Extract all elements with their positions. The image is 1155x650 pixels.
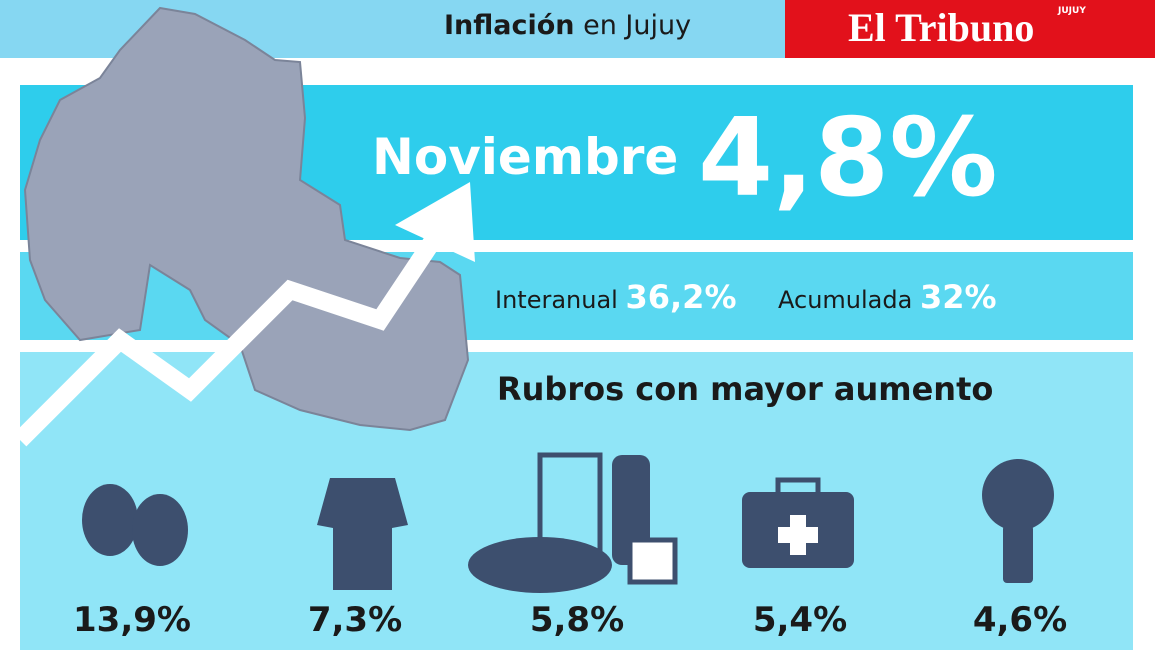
- interanual-value: 36,2%: [625, 278, 737, 316]
- cup-icon: [627, 537, 678, 585]
- medkit-handle: [775, 477, 821, 499]
- trend-arrow: [13, 210, 458, 447]
- icons: [82, 452, 1054, 593]
- mask-icon: [82, 484, 138, 556]
- rubro-value: 7,3%: [307, 600, 403, 640]
- title-rest: en Jujuy: [583, 10, 692, 41]
- rubro-value: 4,6%: [972, 600, 1068, 640]
- interanual-label: Interanual: [495, 286, 618, 314]
- shirt-icon: [317, 478, 408, 590]
- rubro-value: 13,9%: [73, 600, 191, 640]
- title-bold: Inflación: [444, 10, 575, 41]
- acumulada-value: 32%: [919, 278, 997, 316]
- cross: [778, 515, 818, 555]
- brand-tag: JUJUY: [1058, 6, 1086, 16]
- rubros-title: Rubros con mayor aumento: [497, 370, 994, 408]
- bread-icon: [468, 537, 612, 593]
- monthly-value: 4,8%: [698, 96, 998, 221]
- rubro-value: 5,4%: [752, 600, 848, 640]
- rubro-value: 5,8%: [529, 600, 625, 640]
- acumulada-label: Acumulada: [778, 286, 913, 314]
- mask-icon: [132, 494, 188, 566]
- month: Noviembre: [372, 128, 679, 186]
- brand-bar: [785, 0, 1155, 58]
- bulb-base: [1003, 525, 1033, 583]
- rubros-panel: [20, 352, 1133, 650]
- brand: El Tribuno: [848, 5, 1035, 50]
- bulb-icon: [982, 459, 1054, 531]
- jujuy-map: [23, 6, 470, 432]
- arrow-head: [395, 182, 475, 262]
- header-title: Inflación en Jujuy: [444, 10, 691, 41]
